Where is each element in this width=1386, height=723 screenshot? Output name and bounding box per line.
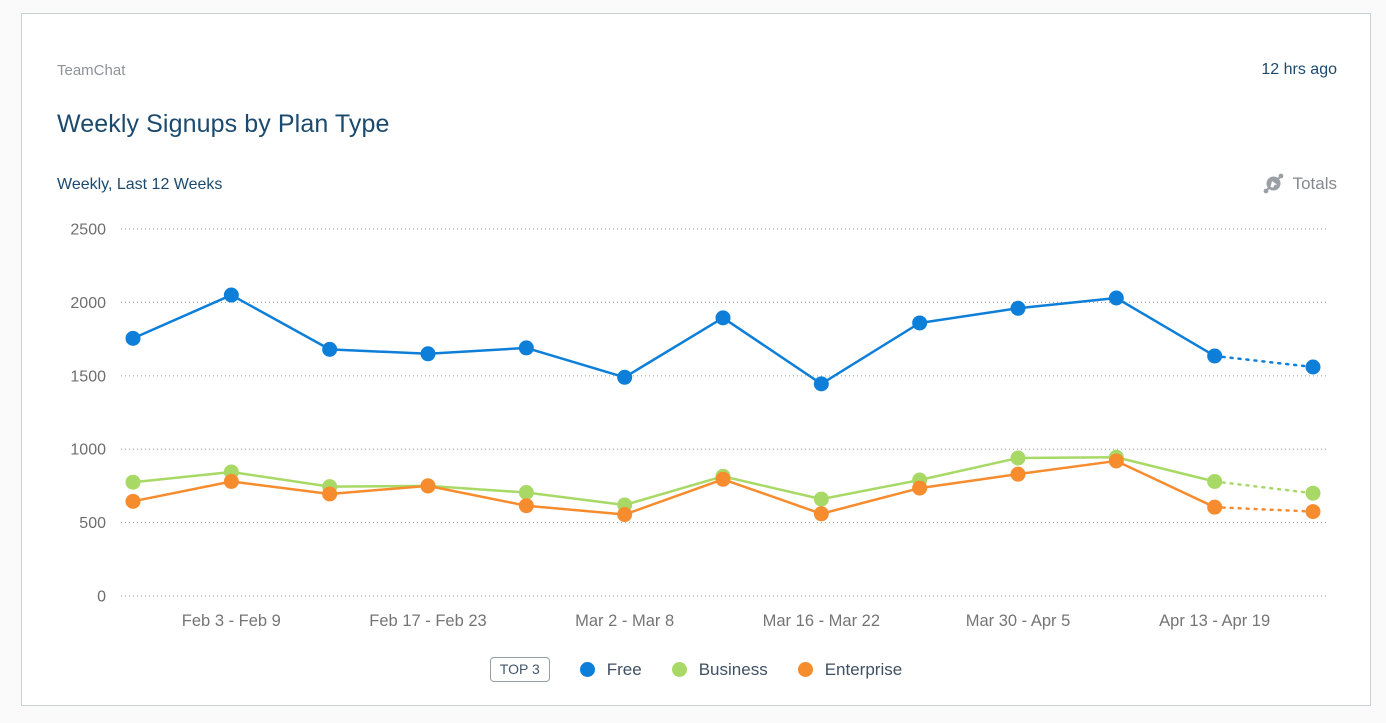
data-point-enterprise[interactable] — [1010, 466, 1026, 482]
legend-item-enterprise[interactable]: Enterprise — [797, 659, 903, 680]
data-point-enterprise[interactable] — [518, 498, 534, 514]
data-point-business[interactable] — [813, 491, 829, 507]
y-tick-label: 1000 — [70, 442, 106, 459]
x-tick-label: Feb 3 - Feb 9 — [182, 612, 281, 630]
data-point-enterprise[interactable] — [715, 471, 731, 487]
legend-item-business[interactable]: Business — [671, 659, 768, 680]
data-point-free[interactable] — [617, 369, 633, 385]
x-tick-label: Mar 16 - Mar 22 — [763, 612, 880, 630]
data-point-business[interactable] — [125, 474, 141, 490]
data-point-free[interactable] — [322, 341, 338, 357]
data-point-enterprise[interactable] — [912, 480, 928, 496]
series-color-dot — [671, 662, 687, 677]
page-title: Weekly Signups by Plan Type — [57, 110, 390, 138]
y-tick-label: 2500 — [70, 222, 106, 239]
tile-source-label: TeamChat — [57, 62, 126, 79]
data-point-free[interactable] — [420, 346, 436, 362]
totals-toggle-label: Totals — [1292, 173, 1337, 193]
top-n-badge: TOP 3 — [489, 657, 550, 682]
data-point-free[interactable] — [125, 330, 141, 346]
legend-item-label: Business — [698, 659, 768, 679]
series-forecast-segment-free — [1213, 354, 1315, 369]
data-point-business[interactable] — [1010, 450, 1026, 466]
data-point-enterprise[interactable] — [1305, 504, 1321, 520]
data-point-free[interactable] — [1010, 300, 1026, 316]
y-tick-label: 0 — [97, 589, 106, 606]
data-point-enterprise[interactable] — [223, 473, 239, 489]
data-point-business[interactable] — [1207, 473, 1223, 489]
series-forecast-segment-enterprise — [1213, 505, 1315, 513]
x-tick-label: Apr 13 - Apr 19 — [1159, 612, 1270, 630]
signups-line-chart[interactable]: 0 500 1000 1500 2000 2500 Feb 3 - Feb 9 Feb 17 … — [22, 216, 1372, 636]
data-point-free[interactable] — [223, 287, 239, 303]
y-tick-label: 2000 — [70, 295, 106, 312]
dashboard-tile: TeamChat 12 hrs ago Weekly Signups by Pl… — [21, 13, 1371, 706]
x-tick-label: Mar 2 - Mar 8 — [575, 612, 674, 630]
series-forecast-segment-business — [1213, 480, 1315, 495]
data-point-business[interactable] — [518, 485, 534, 501]
data-point-enterprise[interactable] — [1207, 499, 1223, 515]
series-line-enterprise — [132, 459, 1216, 516]
x-tick-label: Feb 17 - Feb 23 — [369, 612, 486, 630]
data-point-business[interactable] — [1305, 485, 1321, 501]
chart-legend: TOP 3 Free Business Enterprise — [22, 657, 1370, 682]
series-color-dot — [579, 662, 595, 677]
data-point-enterprise[interactable] — [813, 506, 829, 522]
data-point-free[interactable] — [1108, 290, 1124, 306]
data-point-free[interactable] — [1207, 348, 1223, 364]
series-line-business — [132, 456, 1215, 507]
last-updated-label: 12 hrs ago — [1261, 61, 1337, 78]
data-point-free[interactable] — [813, 376, 829, 392]
y-tick-label: 500 — [79, 515, 106, 532]
data-point-enterprise[interactable] — [420, 478, 436, 494]
totals-toggle[interactable]: Totals — [1262, 172, 1337, 195]
data-point-enterprise[interactable] — [617, 507, 633, 523]
data-point-enterprise[interactable] — [322, 486, 338, 502]
legend-item-label: Free — [606, 659, 642, 679]
data-point-free[interactable] — [715, 310, 731, 326]
chart-subtitle: Weekly, Last 12 Weeks — [57, 176, 223, 193]
data-point-enterprise[interactable] — [125, 493, 141, 509]
data-point-free[interactable] — [1305, 359, 1321, 375]
data-point-enterprise[interactable] — [1108, 453, 1124, 469]
data-point-free[interactable] — [912, 315, 928, 331]
x-tick-label: Mar 30 - Apr 5 — [966, 612, 1071, 630]
legend-item-label: Enterprise — [824, 659, 903, 679]
totals-icon — [1262, 172, 1285, 195]
data-point-free[interactable] — [518, 340, 534, 356]
series-line-free — [132, 293, 1216, 386]
legend-item-free[interactable]: Free — [579, 659, 642, 680]
y-tick-label: 1500 — [70, 368, 106, 385]
series-color-dot — [797, 662, 813, 677]
